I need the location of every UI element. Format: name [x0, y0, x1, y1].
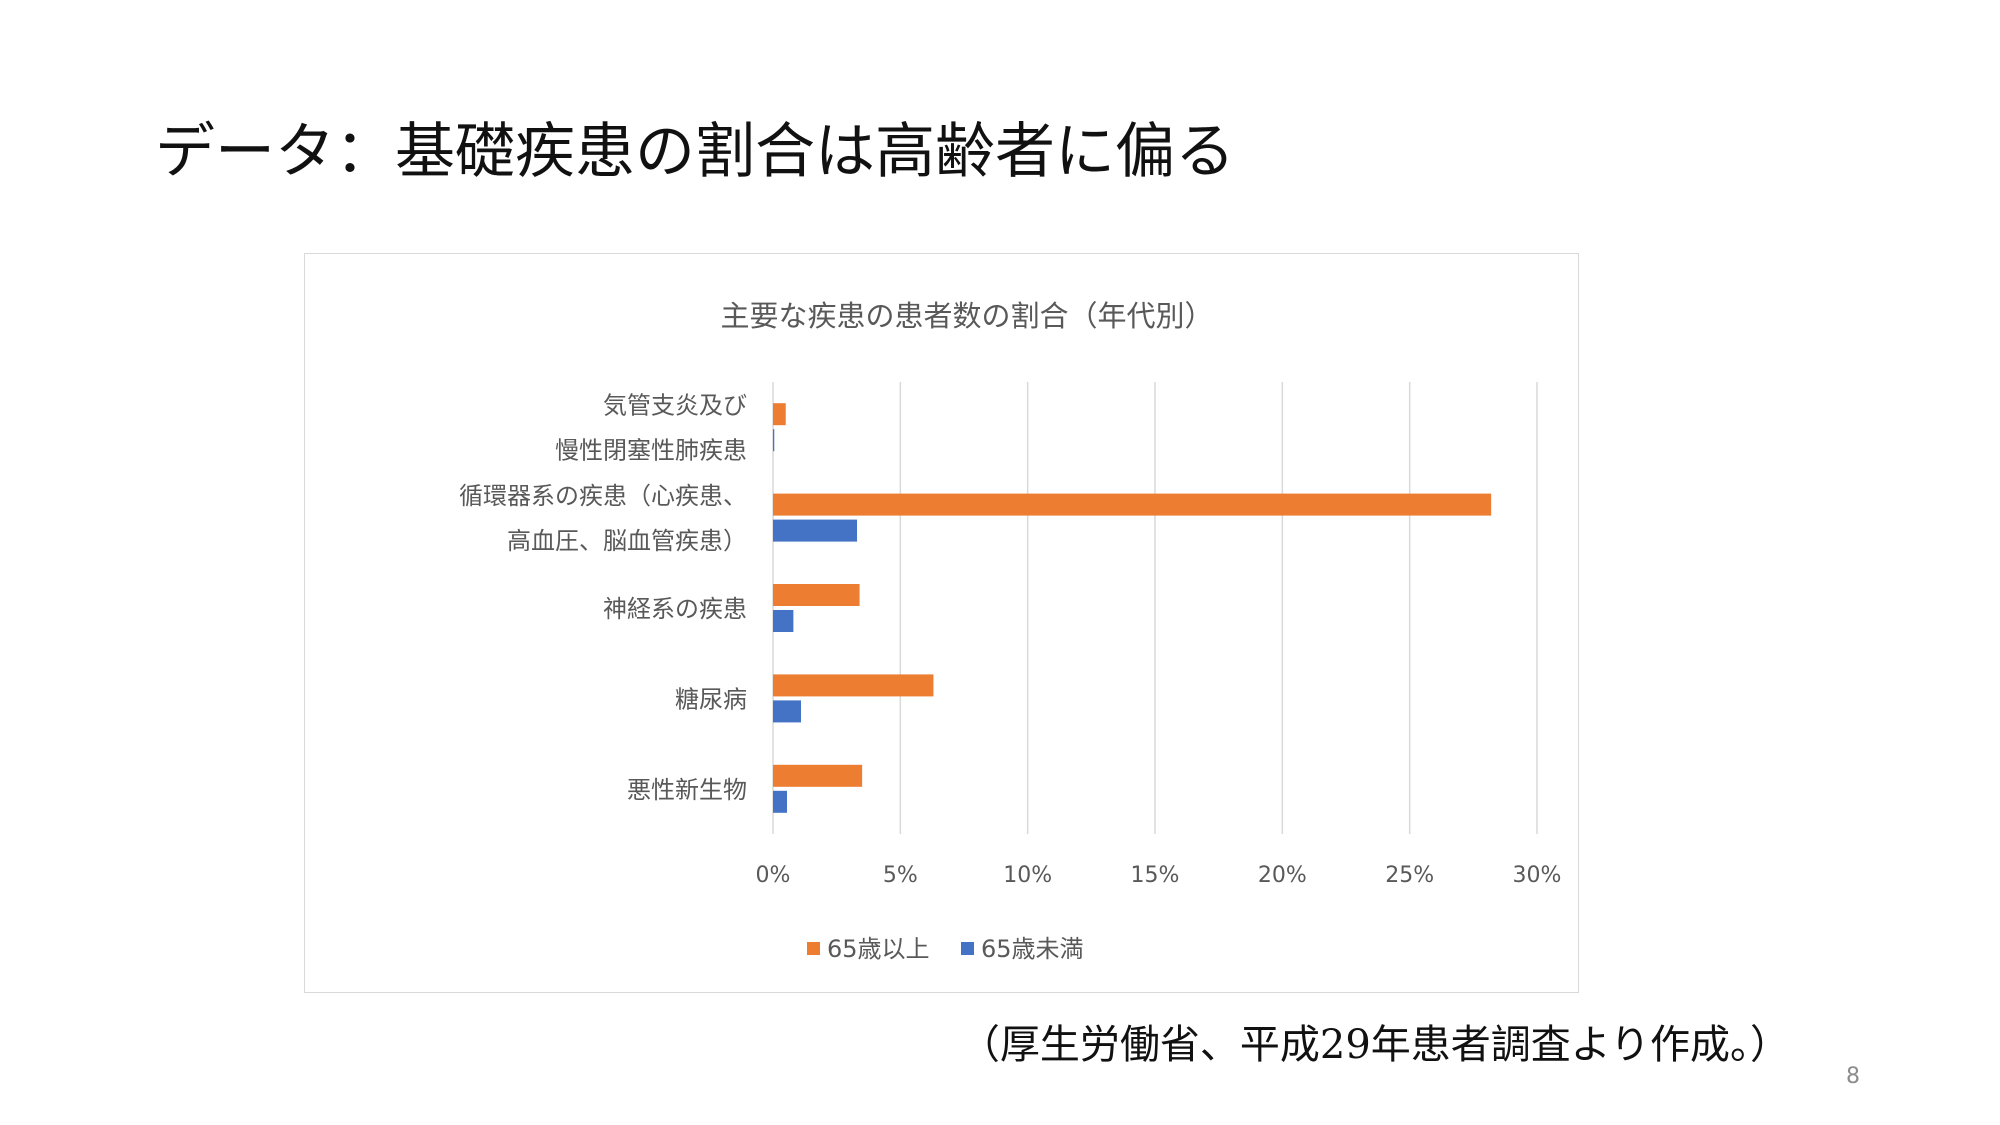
category-label: 糖尿病	[675, 685, 747, 713]
bar-under-65	[773, 790, 788, 813]
bar-65-over	[773, 674, 934, 697]
category-label: 気管支炎及び	[603, 392, 747, 420]
legend-label: 65歳未満	[981, 935, 1084, 963]
bar-65-over	[773, 403, 786, 426]
chart-title: 主要な疾患の患者数の割合（年代別）	[720, 299, 1213, 333]
x-tick-label: 0%	[756, 863, 791, 888]
bar-under-65	[773, 610, 794, 632]
slide-title: データ：基礎疾患の割合は高齢者に偏る	[155, 117, 1235, 187]
bars	[773, 403, 1492, 813]
legend-swatch	[807, 942, 820, 955]
category-label: 慢性閉塞性肺疾患	[555, 437, 747, 465]
bar-under-65	[773, 519, 858, 542]
source-note: （厚生労働省、平成29年患者調査より作成。）	[959, 1022, 1790, 1068]
x-axis-ticks: 0% 5% 10% 15% 20% 25% 30%	[756, 863, 1562, 888]
x-tick-label: 30%	[1513, 863, 1562, 888]
bar-under-65	[773, 429, 775, 452]
bar-under-65	[773, 700, 802, 723]
x-tick-label: 5%	[883, 863, 918, 888]
legend: 65歳以上 65歳未満	[807, 935, 1084, 963]
category-label: 神経系の疾患	[603, 595, 747, 623]
bar-65-over	[773, 493, 1492, 516]
legend-label: 65歳以上	[827, 935, 930, 963]
x-tick-label: 10%	[1003, 863, 1052, 888]
page-number: 8	[1846, 1064, 1860, 1089]
bar-65-over	[773, 764, 863, 787]
category-label: 悪性新生物	[627, 776, 747, 804]
legend-swatch	[961, 942, 974, 955]
bar-chart: 主要な疾患の患者数の割合（年代別） 気管支炎及び慢性閉塞性肺疾患循環器系の疾患（…	[459, 299, 1562, 963]
chart-frame: 主要な疾患の患者数の割合（年代別） 気管支炎及び慢性閉塞性肺疾患循環器系の疾患（…	[304, 253, 1579, 993]
x-tick-label: 20%	[1258, 863, 1307, 888]
category-label: 循環器系の疾患（心疾患、	[459, 482, 747, 510]
category-label: 高血圧、脳血管疾患）	[507, 527, 747, 555]
bar-65-over	[773, 584, 860, 606]
x-tick-label: 25%	[1385, 863, 1434, 888]
x-tick-label: 15%	[1131, 863, 1180, 888]
gridlines	[772, 382, 1538, 834]
